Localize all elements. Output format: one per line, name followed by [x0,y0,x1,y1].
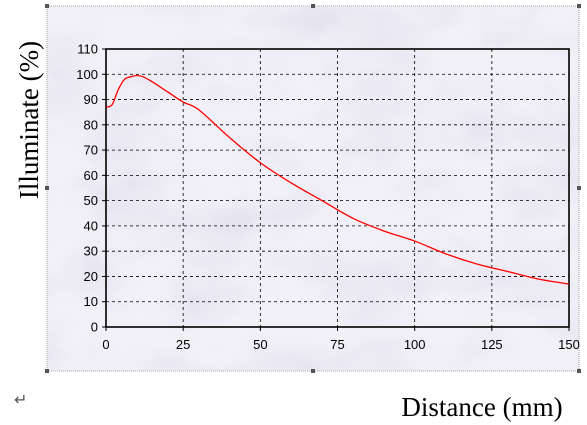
y-tick-label: 90 [84,92,98,107]
x-tick-label: 0 [102,337,109,352]
y-tick-label: 70 [84,143,98,158]
y-tick-label: 0 [91,320,98,335]
x-tick-labels: 0 25 50 75 100 125 150 [102,337,579,352]
x-tick-label: 125 [481,337,503,352]
x-tick-label: 100 [404,337,426,352]
paragraph-mark: ↵ [14,390,28,409]
y-tick-label: 50 [84,193,98,208]
y-tick-label: 60 [84,168,98,183]
x-tick-label: 150 [558,337,580,352]
x-tick-label: 50 [253,337,267,352]
plot-area-border [105,48,570,328]
series-layer [105,74,570,285]
x-tick-label: 25 [176,337,190,352]
y-tick-label: 80 [84,117,98,132]
y-tick-label: 40 [84,218,98,233]
y-tick-label: 10 [84,294,98,309]
y-tick-label: 100 [76,67,98,82]
y-tick-labels: 0 10 20 30 40 50 60 70 80 90 100 110 [76,42,98,335]
x-axis-label: Distance (mm) [401,392,562,422]
y-tick-label: 110 [77,42,98,57]
selection-handles[interactable] [45,4,581,373]
y-axis-label: Illuminate (%) [14,41,44,199]
series-line [105,74,570,285]
y-tick-label: 30 [84,244,98,259]
y-tick-label: 20 [84,269,98,284]
marble-texture [47,6,579,371]
x-tick-label: 75 [330,337,344,352]
